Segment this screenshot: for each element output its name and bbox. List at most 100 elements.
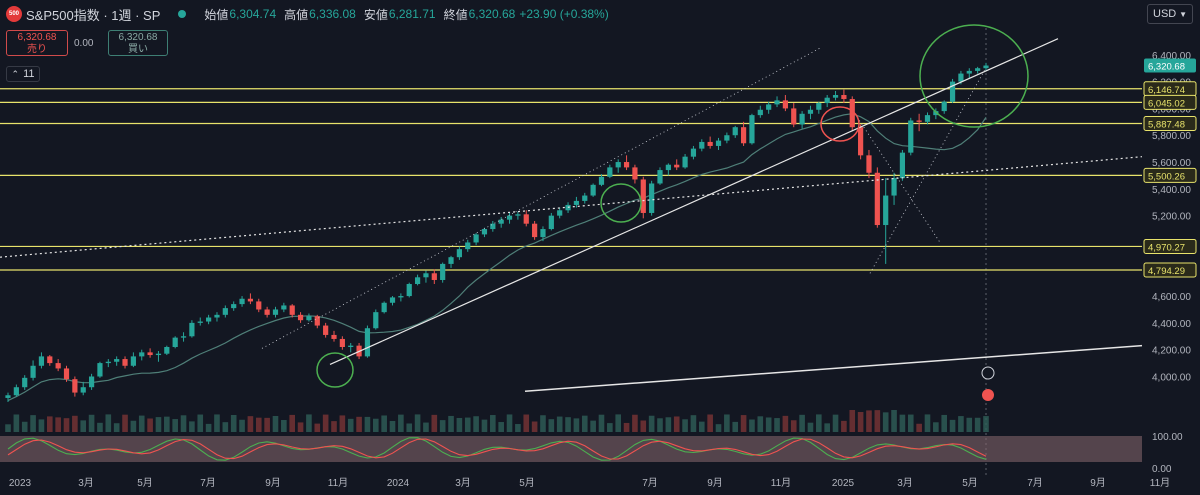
candle-body [222, 308, 228, 315]
volume-bar [816, 414, 822, 432]
y-tick-label: 4,400.00 [1152, 319, 1191, 330]
candle-body [97, 363, 103, 377]
volume-bar [180, 415, 187, 432]
market-status-icon [178, 10, 187, 18]
candle-body [891, 178, 897, 196]
candle-body [832, 95, 839, 98]
candle-body [799, 113, 805, 125]
candle-body [197, 321, 203, 323]
candle-body [122, 359, 128, 366]
flag-event-icon [982, 389, 994, 401]
candle-body [899, 152, 906, 179]
candle-body [414, 277, 421, 285]
volume-bar [490, 415, 496, 432]
candle-body [189, 322, 195, 337]
highlight-circle [316, 352, 354, 388]
highlight-circle [919, 24, 1029, 128]
candle-body [72, 379, 78, 393]
candle-body [22, 377, 28, 388]
volume-bar [255, 417, 262, 432]
buy-button[interactable]: 6,320.68 買い [108, 30, 168, 56]
volume-bar [832, 414, 839, 432]
volume-bar [782, 415, 789, 432]
level-label: 4,794.29 [1148, 266, 1185, 277]
volume-bar [21, 421, 28, 432]
candle-body [281, 305, 287, 310]
volume-bar [314, 423, 321, 432]
trend-line [329, 38, 1059, 365]
x-tick-label: 2025 [832, 478, 855, 489]
volume-bar [406, 423, 413, 432]
volume-bar [540, 415, 546, 432]
candle-body [297, 314, 304, 321]
volume-bar [632, 414, 638, 432]
candle-body [398, 296, 404, 298]
candle-body [465, 242, 471, 250]
level-label: 6,146.74 [1148, 85, 1185, 96]
volume-bar [155, 417, 162, 432]
oscillator-tick-label: 100.00 [1152, 432, 1183, 443]
volume-bar [623, 422, 630, 432]
volume-bar [414, 414, 421, 432]
y-tick-label: 5,600.00 [1152, 158, 1191, 169]
candle-body [247, 298, 254, 302]
volume-bar [197, 414, 204, 432]
volume-bar [966, 417, 973, 432]
candle-body [540, 229, 546, 238]
candle-body [966, 70, 972, 74]
volume-bar [272, 416, 279, 432]
candle-body [975, 68, 981, 71]
volume-bar [55, 417, 61, 432]
volume-bar [113, 423, 120, 432]
close-label: 終値 [443, 7, 468, 22]
volume-bar [573, 418, 580, 432]
level-tag [1143, 262, 1197, 278]
volume-bar [523, 414, 530, 432]
candle-body [105, 361, 111, 364]
sell-button[interactable]: 6,320.68 売り [6, 30, 68, 56]
volume-bar [590, 420, 596, 432]
x-tick-label: 3月 [78, 477, 94, 489]
volume-bar [824, 423, 830, 432]
candle-body [139, 352, 145, 357]
volume-bar [690, 415, 697, 432]
volume-bar [105, 414, 112, 432]
candle-body [389, 297, 396, 303]
candle-body [598, 176, 605, 185]
candle-body [272, 309, 279, 315]
volume-bar [431, 414, 438, 432]
volume-bar [46, 416, 53, 432]
x-tick-label: 9月 [707, 477, 723, 489]
candle-body [824, 97, 830, 104]
level-label: 5,500.26 [1148, 171, 1185, 182]
oscillator-d-line [7, 438, 987, 460]
volume-bar [222, 422, 229, 432]
candle-body [791, 108, 797, 125]
volume-bar [615, 414, 622, 432]
volume-bar [648, 415, 655, 432]
candle-body [406, 284, 412, 297]
volume-bar [899, 414, 906, 432]
candle-body [373, 312, 379, 329]
level-tag [1143, 94, 1197, 110]
indicator-collapse-button[interactable]: ⌃ 11 [6, 66, 40, 82]
volume-bar [281, 420, 287, 432]
volume-bar [657, 418, 663, 432]
volume-bar [841, 420, 847, 432]
volume-bar [214, 414, 220, 432]
volume-bar [356, 416, 362, 432]
volume-bar [72, 415, 78, 432]
currency-select[interactable]: USD ▼ [1147, 4, 1193, 24]
volume-bar [673, 416, 680, 432]
candle-body [623, 162, 630, 168]
volume-bar [189, 421, 195, 432]
open-value: 6,304.74 [229, 7, 277, 21]
volume-bar [933, 422, 939, 432]
symbol-title[interactable]: S&P500指数 · 1週 · SP [26, 7, 161, 23]
volume-bar [698, 421, 705, 432]
volume-bar [924, 414, 931, 432]
volume-bar [297, 422, 304, 432]
currency-label: USD [1153, 8, 1177, 20]
volume-bar [531, 421, 538, 432]
